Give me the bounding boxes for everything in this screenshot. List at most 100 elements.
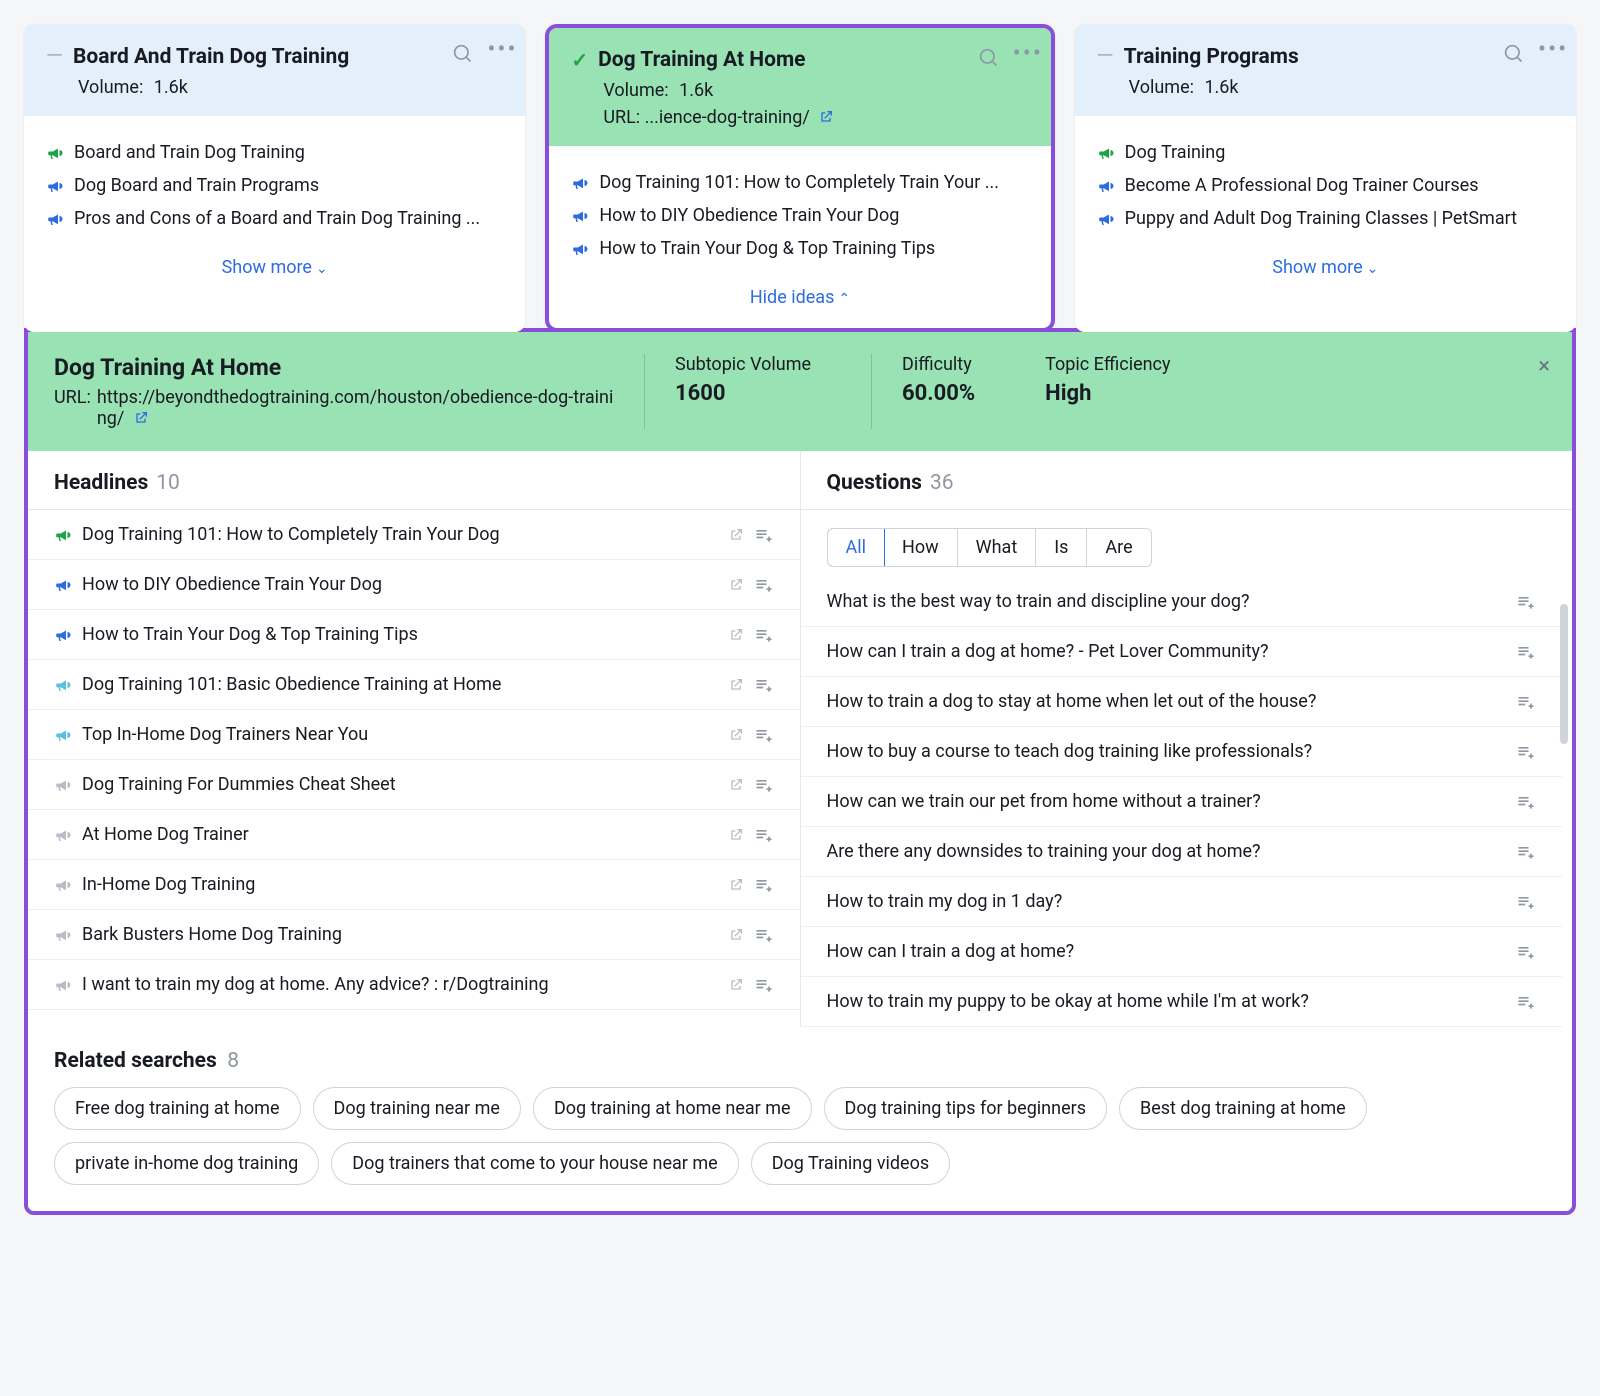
idea-row[interactable]: Puppy and Adult Dog Training Classes | P… xyxy=(1097,202,1554,235)
headline-row[interactable]: Dog Training For Dummies Cheat Sheet xyxy=(28,760,800,810)
hide-ideas-link[interactable]: Hide ideas⌃ xyxy=(750,287,850,308)
filter-tab-what[interactable]: What xyxy=(958,529,1037,566)
related-chip[interactable]: Free dog training at home xyxy=(54,1087,301,1130)
related-chip[interactable]: private in-home dog training xyxy=(54,1142,319,1185)
add-to-list-icon[interactable] xyxy=(1516,842,1536,862)
idea-text: Board and Train Dog Training xyxy=(74,142,305,163)
headline-row[interactable]: Dog Training 101: How to Completely Trai… xyxy=(28,510,800,560)
external-link-icon[interactable] xyxy=(728,927,744,943)
idea-row[interactable]: Dog Training 101: How to Completely Trai… xyxy=(571,166,1028,199)
idea-row[interactable]: How to DIY Obedience Train Your Dog xyxy=(571,199,1028,232)
add-to-list-icon[interactable] xyxy=(754,925,774,945)
external-link-icon[interactable] xyxy=(728,777,744,793)
search-icon[interactable] xyxy=(1504,44,1524,64)
related-chip[interactable]: Best dog training at home xyxy=(1119,1087,1367,1130)
add-to-list-icon[interactable] xyxy=(754,975,774,995)
external-link-icon[interactable] xyxy=(133,410,149,426)
related-chip[interactable]: Dog training at home near me xyxy=(533,1087,812,1130)
question-row[interactable]: How can I train a dog at home? - Pet Lov… xyxy=(801,627,1563,677)
question-row[interactable]: How can we train our pet from home witho… xyxy=(801,777,1563,827)
idea-text: How to Train Your Dog & Top Training Tip… xyxy=(599,238,935,259)
question-row[interactable]: Are there any downsides to training your… xyxy=(801,827,1563,877)
external-link-icon[interactable] xyxy=(728,627,744,643)
add-to-list-icon[interactable] xyxy=(1516,592,1536,612)
idea-row[interactable]: Become A Professional Dog Trainer Course… xyxy=(1097,169,1554,202)
search-icon[interactable] xyxy=(453,44,473,64)
add-to-list-icon[interactable] xyxy=(1516,792,1536,812)
related-chip[interactable]: Dog trainers that come to your house nea… xyxy=(331,1142,738,1185)
question-row[interactable]: How to train a dog to stay at home when … xyxy=(801,677,1563,727)
topic-card[interactable]: ••• — Training Programs Volume: 1.6k Dog… xyxy=(1075,24,1576,332)
question-text: Are there any downsides to training your… xyxy=(827,841,1507,862)
idea-row[interactable]: Pros and Cons of a Board and Train Dog T… xyxy=(46,202,503,235)
external-link-icon[interactable] xyxy=(728,977,744,993)
idea-text: Become A Professional Dog Trainer Course… xyxy=(1125,175,1479,196)
idea-row[interactable]: Dog Board and Train Programs xyxy=(46,169,503,202)
url-label: URL: xyxy=(603,107,640,128)
more-icon[interactable]: ••• xyxy=(1013,48,1033,68)
filter-tab-is[interactable]: Is xyxy=(1036,529,1087,566)
search-icon[interactable] xyxy=(979,48,999,68)
headline-row[interactable]: Dog Training 101: Basic Obedience Traini… xyxy=(28,660,800,710)
topic-card[interactable]: ••• — Board And Train Dog Training Volum… xyxy=(24,24,525,332)
more-icon[interactable]: ••• xyxy=(487,44,507,64)
related-chip[interactable]: Dog Training videos xyxy=(751,1142,950,1185)
headline-row[interactable]: In-Home Dog Training xyxy=(28,860,800,910)
external-link-icon[interactable] xyxy=(728,527,744,543)
related-chip[interactable]: Dog training near me xyxy=(313,1087,521,1130)
headline-row[interactable]: I want to train my dog at home. Any advi… xyxy=(28,960,800,1010)
add-to-list-icon[interactable] xyxy=(754,825,774,845)
question-row[interactable]: What is the best way to train and discip… xyxy=(801,577,1563,627)
bullhorn-icon xyxy=(54,726,72,744)
add-to-list-icon[interactable] xyxy=(754,725,774,745)
question-row[interactable]: How to train my puppy to be okay at home… xyxy=(801,977,1563,1027)
idea-row[interactable]: How to Train Your Dog & Top Training Tip… xyxy=(571,232,1028,265)
question-row[interactable]: How to train my dog in 1 day? xyxy=(801,877,1563,927)
headline-row[interactable]: How to Train Your Dog & Top Training Tip… xyxy=(28,610,800,660)
external-link-icon[interactable] xyxy=(728,727,744,743)
idea-text: Dog Training 101: How to Completely Trai… xyxy=(599,172,999,193)
external-link-icon[interactable] xyxy=(728,827,744,843)
external-link-icon[interactable] xyxy=(818,109,834,125)
filter-tab-how[interactable]: How xyxy=(884,529,958,566)
question-row[interactable]: How can I train a dog at home? xyxy=(801,927,1563,977)
stat-value: 1600 xyxy=(675,381,811,406)
headline-row[interactable]: Bark Busters Home Dog Training xyxy=(28,910,800,960)
idea-row[interactable]: Board and Train Dog Training xyxy=(46,136,503,169)
show-more-link[interactable]: Show more⌄ xyxy=(1272,257,1378,278)
collapse-icon[interactable]: — xyxy=(1097,44,1114,69)
question-row[interactable]: How to buy a course to teach dog trainin… xyxy=(801,727,1563,777)
external-link-icon[interactable] xyxy=(728,677,744,693)
add-to-list-icon[interactable] xyxy=(1516,992,1536,1012)
filter-tab-are[interactable]: Are xyxy=(1087,529,1150,566)
bullhorn-icon xyxy=(571,207,589,225)
add-to-list-icon[interactable] xyxy=(1516,692,1536,712)
card-title: Training Programs xyxy=(1124,45,1299,69)
external-link-icon[interactable] xyxy=(728,877,744,893)
headline-row[interactable]: At Home Dog Trainer xyxy=(28,810,800,860)
close-icon[interactable]: × xyxy=(1538,354,1550,379)
add-to-list-icon[interactable] xyxy=(754,625,774,645)
headline-text: Top In-Home Dog Trainers Near You xyxy=(82,724,714,745)
add-to-list-icon[interactable] xyxy=(754,675,774,695)
add-to-list-icon[interactable] xyxy=(754,875,774,895)
add-to-list-icon[interactable] xyxy=(1516,892,1536,912)
add-to-list-icon[interactable] xyxy=(1516,942,1536,962)
add-to-list-icon[interactable] xyxy=(754,575,774,595)
headline-row[interactable]: Top In-Home Dog Trainers Near You xyxy=(28,710,800,760)
stat-value: 60.00% xyxy=(902,381,975,406)
scrollbar[interactable] xyxy=(1560,604,1568,744)
add-to-list-icon[interactable] xyxy=(754,525,774,545)
collapse-icon[interactable]: — xyxy=(46,44,63,69)
headline-row[interactable]: How to DIY Obedience Train Your Dog xyxy=(28,560,800,610)
add-to-list-icon[interactable] xyxy=(1516,642,1536,662)
add-to-list-icon[interactable] xyxy=(1516,742,1536,762)
related-chip[interactable]: Dog training tips for beginners xyxy=(824,1087,1107,1130)
filter-tab-all[interactable]: All xyxy=(827,528,886,567)
external-link-icon[interactable] xyxy=(728,577,744,593)
add-to-list-icon[interactable] xyxy=(754,775,774,795)
more-icon[interactable]: ••• xyxy=(1538,44,1558,64)
topic-card-selected[interactable]: ••• ✓ Dog Training At Home Volume: 1.6k … xyxy=(545,24,1054,332)
idea-row[interactable]: Dog Training xyxy=(1097,136,1554,169)
show-more-link[interactable]: Show more⌄ xyxy=(222,257,328,278)
